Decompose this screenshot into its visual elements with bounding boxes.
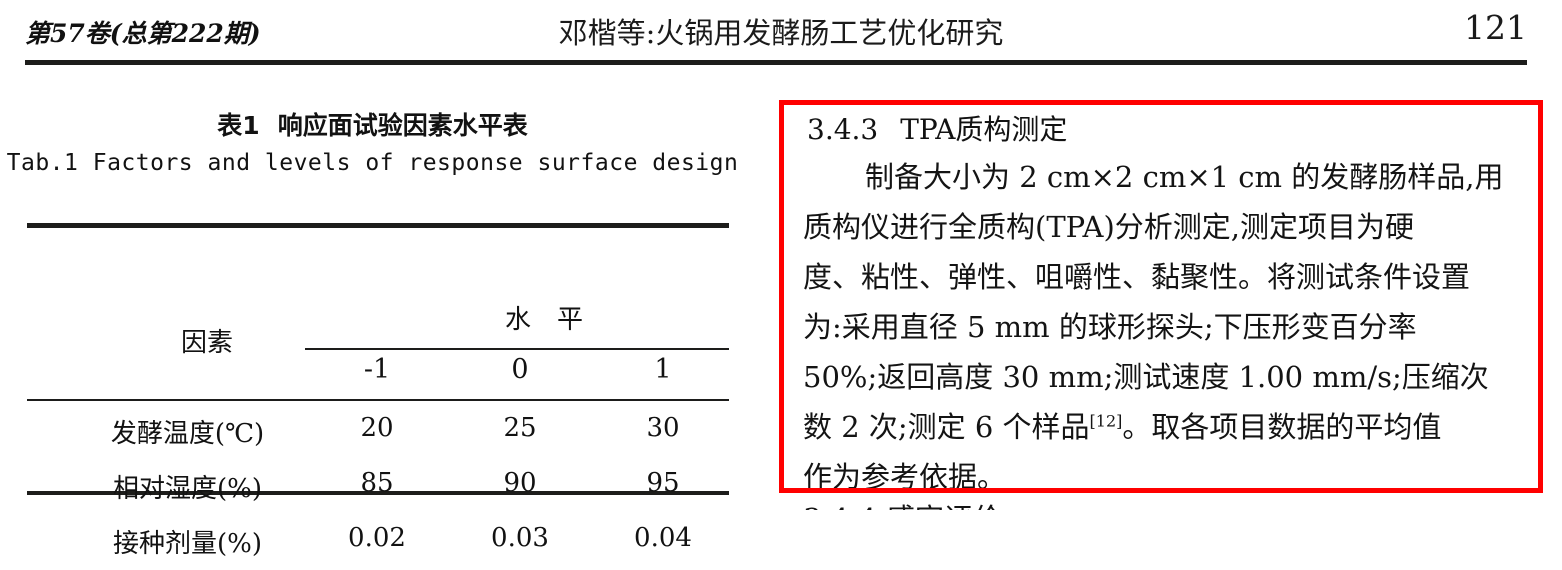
table-row: 相对湿度(%) 85 90 95: [27, 468, 729, 515]
column-header-factor: 因素: [180, 328, 233, 358]
paragraph-line-text: 数 2 次;测定 6 个样品: [803, 410, 1090, 444]
clipped-next-section-heading: 3.4.4 感官评价: [803, 496, 1503, 510]
page-number: 121: [1464, 8, 1527, 47]
levels-header-char-2: 平: [557, 305, 584, 335]
table-rule-bottom: [27, 491, 729, 495]
paragraph-line-text: 制备大小为 2 cm×2 cm×1 cm 的发酵肠样品,用: [865, 160, 1504, 194]
red-highlight-rectangle: [779, 100, 1543, 493]
levels-header-char-1: 水: [504, 305, 531, 335]
table-rule-top: [27, 223, 729, 228]
column-header-levels-group: 水平: [332, 299, 756, 336]
table-column: 表1 响应面试验因素水平表 Tab.1 Factors and levels of…: [0, 70, 760, 559]
paragraph-line: 质构仪进行全质构(TPA)分析测定,测定项目为硬: [803, 210, 1414, 244]
paragraph-line: 制备大小为 2 cm×2 cm×1 cm 的发酵肠样品,用: [803, 154, 1525, 196]
column-header-level-minus1: -1: [363, 354, 391, 385]
cell-level-0: 90: [503, 468, 537, 498]
cell-factor-name: 接种剂量(%): [113, 529, 262, 559]
cell-level-1: 0.04: [634, 523, 692, 553]
cell-level-minus1: 85: [360, 468, 394, 498]
paragraph-line: 为:采用直径 5 mm 的球形探头;下压形变百分率: [803, 310, 1417, 344]
paragraph-line-text-cont: 。取各项目数据的平均值: [1122, 410, 1442, 444]
table-rule-header-bottom: [27, 399, 729, 401]
table-caption-english: Tab.1 Factors and levels of response sur…: [6, 150, 739, 176]
cell-level-1: 95: [646, 468, 680, 498]
cell-level-minus1: 20: [360, 413, 394, 443]
cell-factor-name: 发酵温度(℃): [110, 419, 265, 449]
section-heading: 3.4.3 TPA质构测定: [807, 108, 1067, 148]
citation-reference: [12]: [1089, 411, 1123, 431]
header-rule-divider: [25, 60, 1527, 65]
paragraph-line: 50%;返回高度 30 mm;测试速度 1.00 mm/s;压缩次: [803, 360, 1489, 394]
volume-issue-label: 第57卷(总第222期): [25, 19, 261, 48]
table-rule-levels-span: [305, 348, 729, 350]
table-row: 发酵温度(℃) 20 25 30: [27, 413, 729, 460]
cell-factor-name: 相对湿度(%): [113, 474, 262, 504]
paragraph-line: 数 2 次;测定 6 个样品[12]。取各项目数据的平均值: [803, 404, 1525, 446]
section-title: TPA质构测定: [900, 113, 1068, 146]
article-running-title: 邓楷等:火锅用发酵肠工艺优化研究: [558, 16, 1004, 50]
cell-level-0: 0.03: [491, 523, 549, 553]
running-head: 第57卷(总第222期) 邓楷等:火锅用发酵肠工艺优化研究 121: [0, 0, 1562, 66]
cell-level-0: 25: [503, 413, 537, 443]
section-number: 3.4.3: [807, 113, 879, 146]
table-caption-title: 响应面试验因素水平表: [277, 111, 528, 140]
column-header-level-0: 0: [511, 354, 529, 385]
table-row: 接种剂量(%) 0.02 0.03 0.04: [27, 523, 729, 570]
column-header-level-1: 1: [654, 354, 672, 385]
paragraph-line: 度、粘性、弹性、咀嚼性、黏聚性。将测试条件设置: [803, 260, 1471, 294]
table-caption-chinese: 表1 响应面试验因素水平表: [0, 106, 745, 142]
table-caption-label: 表1: [217, 111, 260, 140]
cell-level-minus1: 0.02: [348, 523, 406, 553]
cell-level-1: 30: [646, 413, 680, 443]
